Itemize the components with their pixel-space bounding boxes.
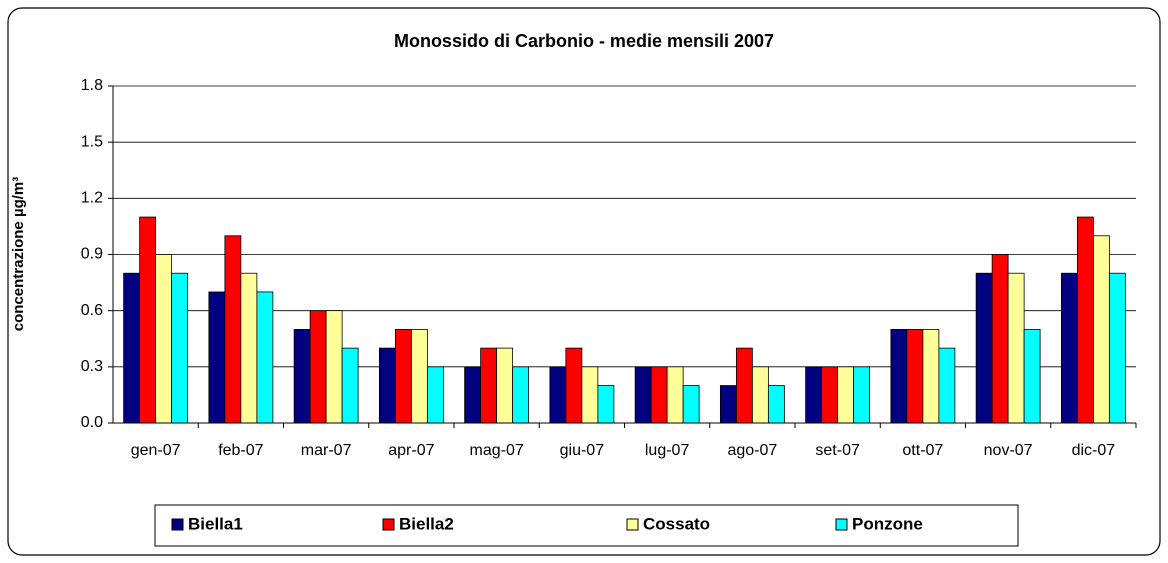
x-tick-label: dic-07 <box>1072 442 1116 459</box>
legend-label: Biella1 <box>188 514 243 533</box>
bar <box>325 310 343 424</box>
x-tick-label: gen-07 <box>131 442 181 459</box>
x-tick-label: lug-07 <box>645 442 690 459</box>
bar <box>597 385 615 424</box>
y-tick-label: 0.0 <box>81 414 103 431</box>
legend-swatch <box>171 518 184 531</box>
bar <box>975 272 993 424</box>
bar <box>378 347 396 424</box>
bar <box>581 366 599 424</box>
bar <box>256 291 274 424</box>
y-tick-label: 0.3 <box>81 358 103 375</box>
bar <box>805 366 823 424</box>
bar <box>1076 216 1094 424</box>
x-tick-label: feb-07 <box>218 442 263 459</box>
legend-swatch <box>835 518 848 531</box>
bar <box>171 272 189 424</box>
x-tick-label: giu-07 <box>560 442 605 459</box>
bar <box>1108 272 1126 424</box>
bar <box>224 235 242 424</box>
legend-swatch <box>382 518 395 531</box>
y-tick-label: 1.2 <box>81 190 103 207</box>
bar <box>890 328 908 424</box>
y-tick-label: 0.6 <box>81 302 103 319</box>
bar <box>496 347 514 424</box>
bar <box>922 328 940 424</box>
bar <box>240 272 258 424</box>
bar <box>719 385 737 424</box>
bar <box>480 347 498 424</box>
bar <box>906 328 924 424</box>
x-tick-label: apr-07 <box>388 442 434 459</box>
x-tick-label: mar-07 <box>301 442 352 459</box>
bar <box>155 254 173 424</box>
bar <box>426 366 444 424</box>
legend-swatch <box>626 518 639 531</box>
bar <box>394 328 412 424</box>
bar <box>309 310 327 424</box>
bar <box>682 385 700 424</box>
chart-title: Monossido di Carbonio - medie mensili 20… <box>394 31 774 51</box>
bar <box>821 366 839 424</box>
bar <box>666 366 684 424</box>
bar <box>1060 272 1078 424</box>
bar <box>991 254 1009 424</box>
bar <box>650 366 668 424</box>
bar <box>735 347 753 424</box>
bar <box>938 347 956 424</box>
bar <box>1023 328 1041 424</box>
x-tick-label: set-07 <box>815 442 860 459</box>
legend-label: Biella2 <box>399 514 454 533</box>
bar <box>512 366 530 424</box>
bar <box>410 328 428 424</box>
bar <box>208 291 226 424</box>
bar <box>293 328 311 424</box>
x-tick-label: ott-07 <box>902 442 943 459</box>
bar <box>123 272 141 424</box>
x-tick-label: ago-07 <box>727 442 777 459</box>
bar <box>565 347 583 424</box>
x-tick-label: nov-07 <box>984 442 1033 459</box>
legend-box <box>154 504 1019 547</box>
y-tick-label: 1.8 <box>81 77 103 94</box>
y-axis-label: concentrazione µg/m³ <box>10 177 27 332</box>
bar <box>634 366 652 424</box>
bar <box>464 366 482 424</box>
bar <box>341 347 359 424</box>
bar <box>751 366 769 424</box>
bar <box>853 366 871 424</box>
bar <box>767 385 785 424</box>
x-tick-label: mag-07 <box>470 442 524 459</box>
y-tick-label: 1.5 <box>81 133 103 150</box>
legend-label: Cossato <box>643 514 710 533</box>
bar <box>549 366 567 424</box>
bar <box>1092 235 1110 424</box>
bar <box>837 366 855 424</box>
y-tick-label: 0.9 <box>81 246 103 263</box>
legend-label: Ponzone <box>852 514 923 533</box>
bar <box>139 216 157 424</box>
bar <box>1007 272 1025 424</box>
